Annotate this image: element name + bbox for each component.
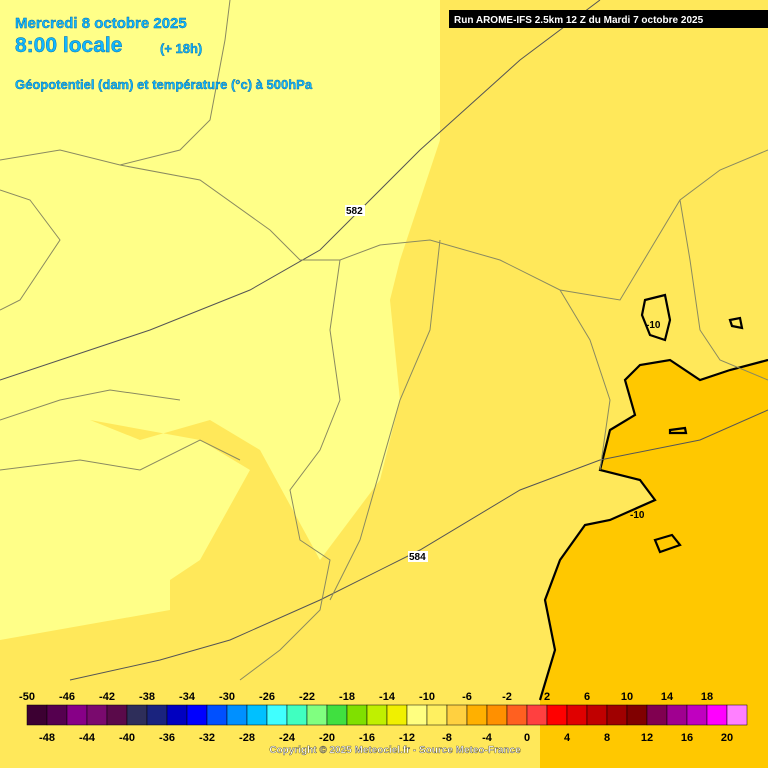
colorbar-label: -10 <box>419 691 435 703</box>
colorbar-swatch <box>226 704 248 726</box>
colorbar-label: 20 <box>721 732 733 744</box>
colorbar-label: -14 <box>379 691 396 703</box>
colorbar-swatch <box>306 704 328 726</box>
isoline-label: 582 <box>346 206 363 217</box>
colorbar-swatch <box>46 704 68 726</box>
colorbar-label: -50 <box>19 691 35 703</box>
geopotential-isoline <box>0 0 601 381</box>
colorbar-label: -16 <box>359 732 375 744</box>
colorbar-label: -36 <box>159 732 175 744</box>
colorbar-swatch <box>546 704 568 726</box>
map-subtitle: Géopotentiel (dam) et température (°c) à… <box>15 77 313 92</box>
colorbar-swatch <box>286 704 308 726</box>
colorbar-swatch <box>386 704 408 726</box>
colorbar-label: 4 <box>564 732 571 744</box>
colorbar-swatch <box>586 704 608 726</box>
colorbar-label: -30 <box>219 691 235 703</box>
colorbar-swatch <box>666 704 688 726</box>
colorbar-swatch <box>266 704 288 726</box>
colorbar-swatch <box>346 704 368 726</box>
contour-label: -10 <box>630 510 645 521</box>
label-bg <box>408 551 428 562</box>
label-bg <box>345 205 365 216</box>
colorbar-label: 18 <box>701 691 713 703</box>
colorbar-label: 10 <box>621 691 633 703</box>
contour-label: -10 <box>646 320 661 331</box>
colorbar-swatch <box>166 704 188 726</box>
colorbar-label: -38 <box>139 691 155 703</box>
colorbar-label: -46 <box>59 691 75 703</box>
colorbar-label: -40 <box>119 732 135 744</box>
colorbar-swatch <box>246 704 268 726</box>
colorbar-label: 2 <box>544 691 550 703</box>
colorbar-swatch <box>726 704 748 726</box>
colorbar-label: -18 <box>339 691 355 703</box>
colorbar-swatch <box>686 704 708 726</box>
colorbar-label: 6 <box>584 691 590 703</box>
colorbar-label: -20 <box>319 732 335 744</box>
colorbar-swatch <box>66 704 88 726</box>
colorbar-label: -44 <box>79 732 96 744</box>
geopotential-isoline <box>69 409 768 681</box>
colorbar-label: -26 <box>259 691 275 703</box>
colorbar-label: -42 <box>99 691 115 703</box>
forecast-lead: (+ 18h) <box>160 41 202 56</box>
temperature-contour <box>640 293 744 554</box>
colorbar-label: -8 <box>442 732 452 744</box>
run-box <box>449 10 768 28</box>
region-border <box>0 0 768 681</box>
colorbar-label: -6 <box>462 691 472 703</box>
forecast-time: 8:00 locale <box>15 34 122 57</box>
colorbar-swatch <box>626 704 648 726</box>
colorbar-label: -28 <box>239 732 255 744</box>
colorbar-swatch <box>126 704 148 726</box>
forecast-date: Mercredi 8 octobre 2025 <box>15 15 187 32</box>
colorbar-swatch <box>206 704 228 726</box>
run-info: Run AROME-IFS 2.5km 12 Z du Mardi 7 octo… <box>454 15 704 26</box>
colorbar-swatch <box>526 704 548 726</box>
colorbar-swatch <box>366 704 388 726</box>
colorbar-label: 0 <box>524 732 530 744</box>
colorbar-swatch <box>146 704 168 726</box>
colorbar-swatch <box>706 704 728 726</box>
colorbar-label: -32 <box>199 732 215 744</box>
colorbar-label: 16 <box>681 732 693 744</box>
colorbar-swatch <box>426 704 448 726</box>
colorbar-label: 8 <box>604 732 610 744</box>
temp-region <box>540 360 768 768</box>
colorbar-label: -48 <box>39 732 55 744</box>
colorbar-swatch <box>506 704 528 726</box>
colorbar-swatch <box>446 704 468 726</box>
colorbar-swatch <box>466 704 488 726</box>
colorbar-swatch <box>106 704 128 726</box>
colorbar-label: 14 <box>661 691 674 703</box>
isoline-label: 584 <box>409 552 426 563</box>
colorbar-swatch <box>566 704 588 726</box>
colorbar-swatch <box>406 704 428 726</box>
copyright: Copyright © 2025 Meteociel.fr - Source M… <box>269 745 521 756</box>
colorbar-swatch <box>86 704 108 726</box>
colorbar-label: -12 <box>399 732 415 744</box>
colorbar-label: -24 <box>279 732 296 744</box>
colorbar-swatch <box>486 704 508 726</box>
colorbar-swatch <box>186 704 208 726</box>
colorbar-label: -22 <box>299 691 315 703</box>
colorbar-label: -2 <box>502 691 512 703</box>
colorbar-swatch <box>26 704 48 726</box>
colorbar-label: 12 <box>641 732 653 744</box>
colorbar-label: -4 <box>482 732 493 744</box>
colorbar-label: -34 <box>179 691 196 703</box>
colorbar-swatch <box>646 704 668 726</box>
colorbar-swatch <box>326 704 348 726</box>
colorbar-swatch <box>606 704 628 726</box>
